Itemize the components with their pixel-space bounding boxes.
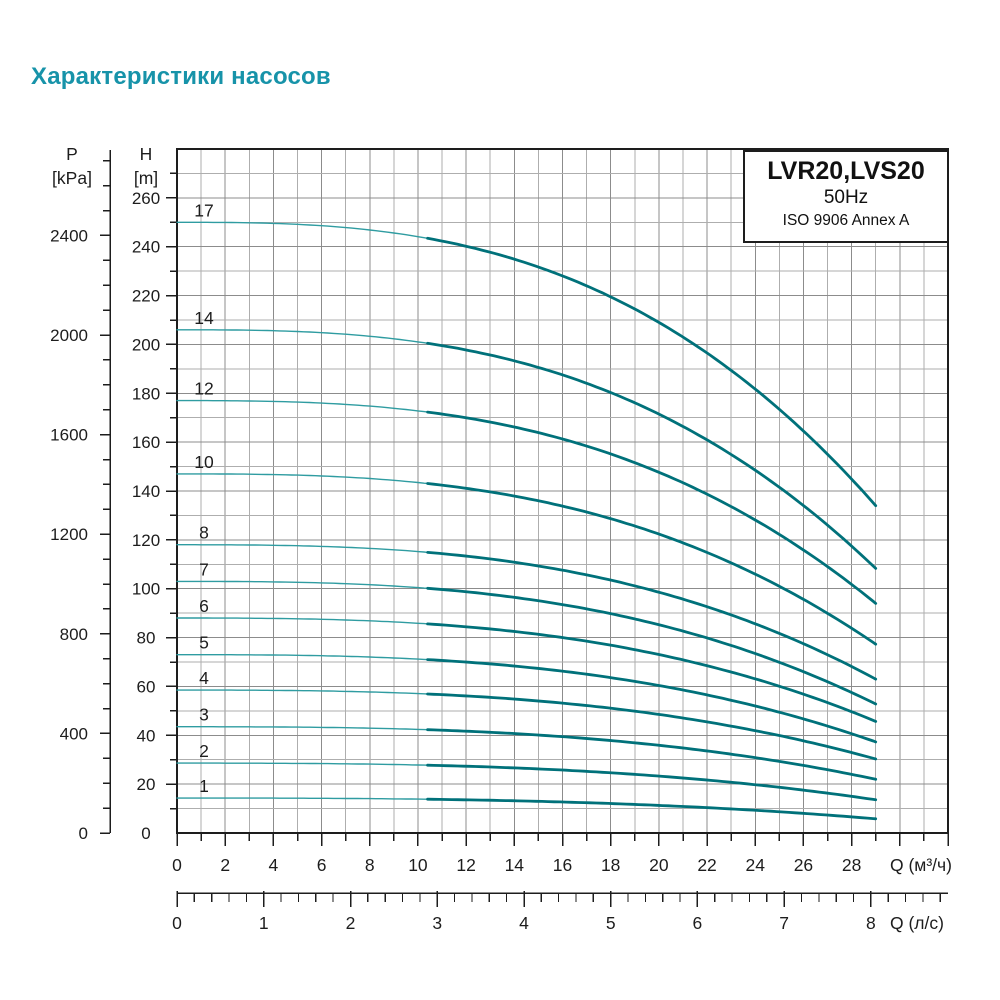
p-axis-tick-label: 1200 bbox=[50, 525, 88, 544]
curve-label-2: 2 bbox=[199, 741, 209, 761]
q-m3h-tick-label: 18 bbox=[601, 855, 620, 875]
q-ls-tick-label: 6 bbox=[693, 913, 703, 933]
h-axis-unit: [m] bbox=[134, 168, 158, 188]
q-ls-tick-label: 1 bbox=[259, 913, 269, 933]
h-axis-tick-label: 220 bbox=[132, 287, 160, 306]
q-ls-tick-label: 5 bbox=[606, 913, 616, 933]
q-m3h-tick-label: 6 bbox=[317, 855, 327, 875]
pump-curve-5-thick bbox=[426, 658, 878, 744]
p-axis-tick-label: 1600 bbox=[50, 426, 88, 445]
p-axis-unit: [kPa] bbox=[52, 168, 92, 188]
p-axis-tick-label: 800 bbox=[60, 625, 88, 644]
pump-curve-8-thin bbox=[176, 544, 429, 554]
curve-label-12: 12 bbox=[194, 379, 213, 399]
curve-label-5: 5 bbox=[199, 633, 209, 653]
p-axis-tick-label: 2000 bbox=[50, 326, 88, 345]
frequency-label: 50Hz bbox=[823, 187, 869, 208]
pump-curve-1-thick bbox=[426, 797, 878, 821]
q-ls-tick-label: 4 bbox=[519, 913, 529, 933]
pump-curve-2-thin bbox=[176, 762, 429, 766]
h-axis-tick-label: 120 bbox=[132, 531, 160, 550]
pump-curve-17-thin bbox=[176, 221, 429, 239]
h-axis-tick-label: 0 bbox=[141, 824, 150, 843]
curve-label-8: 8 bbox=[199, 523, 209, 543]
p-axis-tick-label: 400 bbox=[60, 724, 88, 743]
pump-curve-17-thick bbox=[426, 236, 878, 508]
q-m3h-tick-label: 24 bbox=[746, 855, 766, 875]
q-m3h-tick-label: 0 bbox=[172, 855, 182, 875]
q-m3h-tick-label: 14 bbox=[505, 855, 525, 875]
curve-label-14: 14 bbox=[194, 308, 214, 328]
q-m3h-tick-label: 10 bbox=[408, 855, 428, 875]
p-axis-name: P bbox=[66, 144, 78, 164]
p-axis-tick-label: 0 bbox=[79, 824, 88, 843]
curve-label-6: 6 bbox=[199, 596, 209, 616]
q-m3h-tick-label: 12 bbox=[456, 855, 475, 875]
curve-label-7: 7 bbox=[199, 559, 209, 579]
q-ls-axis-label: Q (л/с) bbox=[890, 913, 944, 933]
q-ls-tick-label: 7 bbox=[779, 913, 789, 933]
pump-curve-4-thin bbox=[176, 689, 429, 695]
curve-label-17: 17 bbox=[194, 200, 213, 220]
h-axis-tick-label: 80 bbox=[137, 629, 156, 648]
pump-curve-5-thin bbox=[176, 654, 429, 661]
pump-curve-10-thick bbox=[426, 482, 878, 646]
curve-label-10: 10 bbox=[194, 452, 214, 472]
pump-curve-6-thin bbox=[176, 617, 429, 625]
pump-curve-12-thin bbox=[176, 399, 429, 413]
q-m3h-axis-label: Q (м³/ч) bbox=[890, 855, 952, 875]
q-m3h-tick-label: 22 bbox=[697, 855, 716, 875]
h-axis-tick-label: 180 bbox=[132, 384, 160, 403]
page-title: Характеристики насосов bbox=[31, 63, 331, 90]
pump-curve-10-thin bbox=[176, 473, 429, 485]
p-axis-tick-label: 2400 bbox=[50, 226, 88, 245]
q-m3h-tick-label: 16 bbox=[553, 855, 572, 875]
h-axis-tick-label: 260 bbox=[132, 189, 160, 208]
pump-curve-14-thick bbox=[426, 341, 878, 570]
q-m3h-tick-label: 8 bbox=[365, 855, 375, 875]
pump-curve-3-thick bbox=[426, 728, 878, 781]
q-ls-tick-label: 8 bbox=[866, 913, 876, 933]
pump-curve-6-thick bbox=[426, 622, 878, 723]
curve-label-1: 1 bbox=[199, 776, 209, 796]
pump-curve-7-thick bbox=[426, 586, 878, 706]
h-axis-tick-label: 20 bbox=[137, 775, 156, 794]
pump-curve-2-thick bbox=[426, 763, 878, 802]
q-m3h-tick-label: 26 bbox=[794, 855, 813, 875]
q-m3h-tick-label: 2 bbox=[220, 855, 230, 875]
pump-curve-12-thick bbox=[426, 410, 878, 605]
pump-model-label: LVR20,LVS20 bbox=[767, 157, 925, 185]
h-axis-tick-label: 160 bbox=[132, 433, 160, 452]
q-m3h-tick-label: 28 bbox=[842, 855, 861, 875]
h-axis-tick-label: 200 bbox=[132, 335, 160, 354]
chart-info-box: LVR20,LVS20 50Hz ISO 9906 Annex A bbox=[743, 150, 949, 243]
q-ls-tick-label: 0 bbox=[172, 913, 182, 933]
q-m3h-tick-label: 20 bbox=[649, 855, 669, 875]
h-axis-tick-label: 100 bbox=[132, 580, 160, 599]
curve-label-4: 4 bbox=[199, 668, 209, 688]
q-ls-tick-label: 2 bbox=[346, 913, 356, 933]
standard-label: ISO 9906 Annex A bbox=[782, 212, 910, 229]
pump-curve-7-thin bbox=[176, 580, 429, 589]
h-axis-name: H bbox=[140, 144, 153, 164]
pump-curve-1-thin bbox=[176, 797, 429, 800]
pump-curve-8-thick bbox=[426, 551, 878, 681]
h-axis-tick-label: 140 bbox=[132, 482, 160, 501]
curve-label-3: 3 bbox=[199, 705, 209, 725]
h-axis-tick-label: 40 bbox=[137, 726, 156, 745]
pump-curve-14-thin bbox=[176, 329, 429, 344]
h-axis-tick-label: 60 bbox=[137, 677, 156, 696]
q-m3h-tick-label: 4 bbox=[269, 855, 279, 875]
q-ls-tick-label: 3 bbox=[432, 913, 442, 933]
pump-curve-4-thick bbox=[426, 692, 878, 761]
h-axis-tick-label: 240 bbox=[132, 238, 160, 257]
pump-curve-3-thin bbox=[176, 726, 429, 731]
